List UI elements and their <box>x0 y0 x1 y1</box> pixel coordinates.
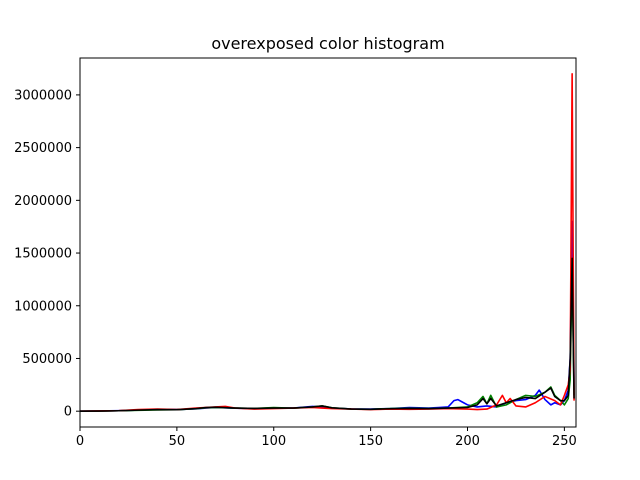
x-tick-label: 0 <box>76 434 84 449</box>
x-tick-label: 200 <box>455 434 480 449</box>
x-tick-label: 100 <box>261 434 286 449</box>
y-tick-label: 1000000 <box>14 299 72 314</box>
y-tick-label: 0 <box>64 405 72 420</box>
plot-frame <box>79 57 577 428</box>
y-tick-label: 2500000 <box>14 141 72 156</box>
x-tick-label: 250 <box>552 434 577 449</box>
x-tick-label: 150 <box>358 434 383 449</box>
y-tick-label: 2000000 <box>14 194 72 209</box>
chart-title: overexposed color histogram <box>211 34 444 53</box>
y-tick-label: 500000 <box>22 352 72 367</box>
series-layer <box>79 73 575 412</box>
series-line-3 <box>79 257 575 412</box>
x-tick-label: 50 <box>169 434 186 449</box>
y-tick-label: 3000000 <box>14 88 72 103</box>
axes-layer: 0 50 100 150 200 250 0 500000 1000000 1500000 2000… <box>14 57 577 449</box>
y-tick-label: 1500000 <box>14 247 72 262</box>
